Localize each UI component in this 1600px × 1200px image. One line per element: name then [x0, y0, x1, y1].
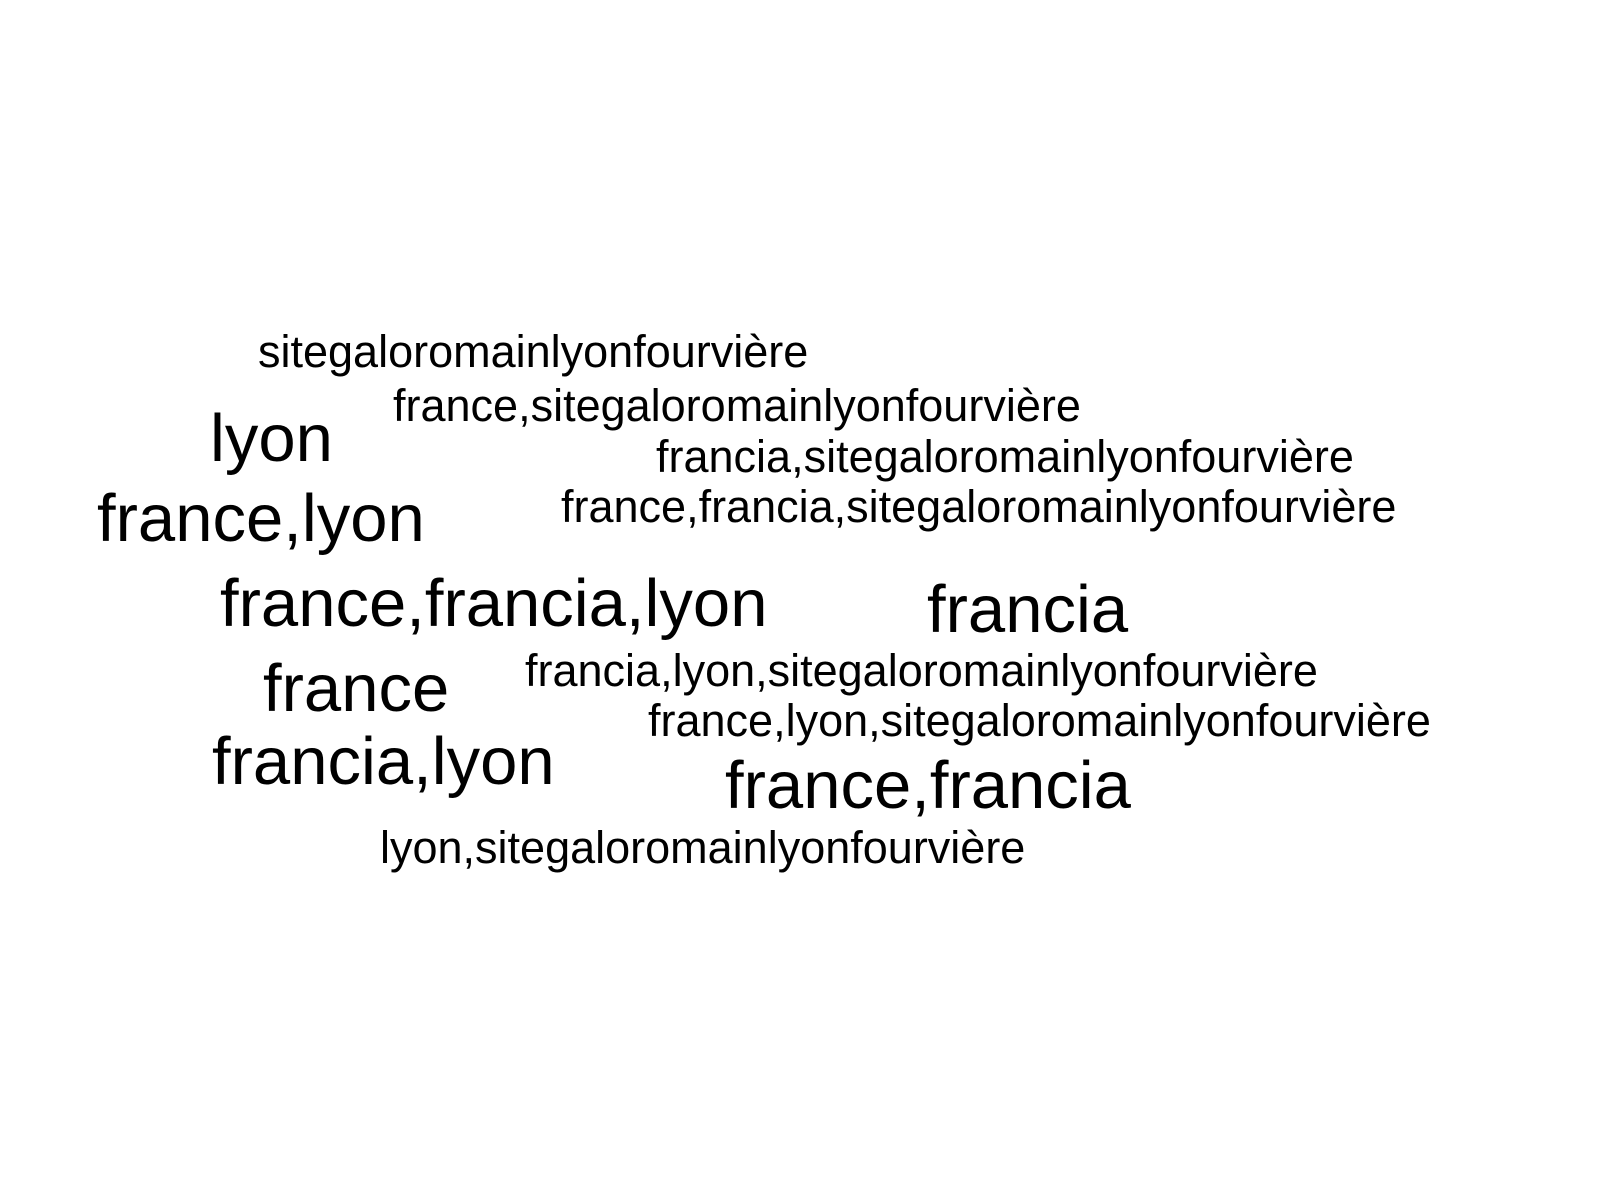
word-cloud-term: france,francia,sitegaloromainlyonfourviè…	[561, 481, 1397, 532]
word-cloud-term: france,francia,lyon	[220, 566, 768, 641]
word-cloud-term: lyon	[210, 401, 333, 476]
word-cloud-term: lyon,sitegaloromainlyonfourvière	[380, 822, 1026, 873]
word-cloud-term: france,sitegaloromainlyonfourvière	[393, 380, 1081, 431]
word-cloud-term: francia	[927, 572, 1129, 647]
word-cloud-term: francia,lyon,sitegaloromainlyonfourvière	[525, 645, 1318, 696]
word-cloud-term: france,francia	[725, 748, 1131, 823]
word-cloud-term: francia,lyon	[212, 724, 555, 799]
word-cloud-term: france,lyon	[97, 481, 425, 556]
word-cloud-term: france,lyon,sitegaloromainlyonfourvière	[648, 695, 1431, 746]
word-cloud-term: sitegaloromainlyonfourvière	[258, 326, 809, 377]
word-cloud-term: francia,sitegaloromainlyonfourvière	[656, 431, 1354, 482]
word-cloud-term: france	[263, 651, 450, 726]
